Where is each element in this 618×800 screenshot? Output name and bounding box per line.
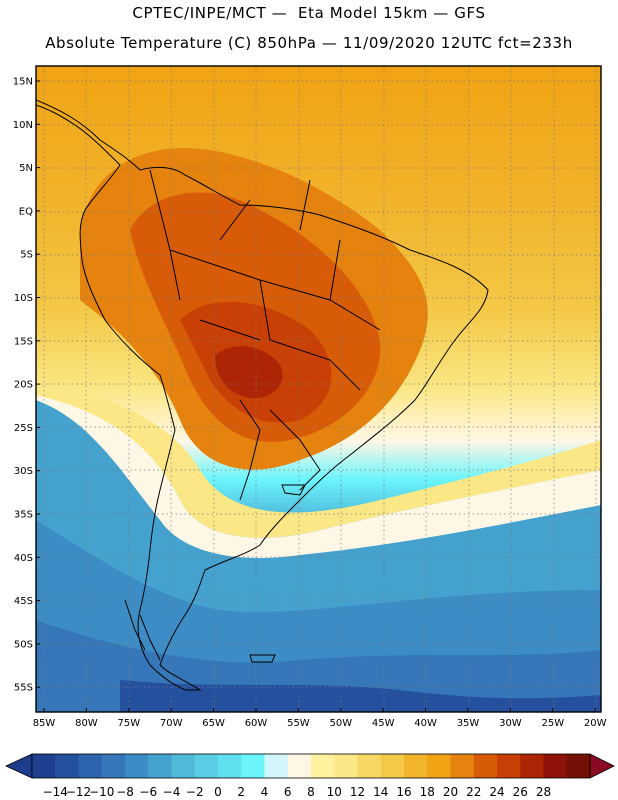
colorbar-swatch [55,754,79,778]
longitude-label: 60W [245,718,268,729]
colorbar-swatch [357,754,382,778]
colorbar-tick-label: 14 [373,785,388,799]
colorbar-tick-label: −6 [139,785,157,799]
colorbar-swatch [450,754,475,778]
latitude-label: 15N [13,77,33,88]
colorbar-swatch [241,754,265,778]
colorbar-swatch [218,754,242,778]
colorbar-swatch [497,754,521,778]
latitude-label: 20S [14,380,33,391]
colorbar-tick-label: 22 [466,785,481,799]
colorbar-tick-label: 24 [489,785,504,799]
colorbar-swatch [311,754,335,778]
colorbar-swatch [101,754,126,778]
colorbar-swatch [194,754,219,778]
map-frame [35,65,602,713]
colorbar-tick-label: 12 [350,785,365,799]
longitude-label: 80W [75,718,98,729]
colorbar-labels: −14−12−10 −8 −6 −4 −2 0 2 4 6 8 10 12 14 16 18 20 22 24 26… [43,785,552,799]
colorbar-swatch [125,754,149,778]
colorbar-swatch [380,754,405,778]
colorbar-swatch [473,754,498,778]
latitude-label: 50S [14,639,33,650]
longitude-label: 55W [287,718,310,729]
longitude-label: 85W [33,718,56,729]
latitude-label: 30S [14,466,33,477]
longitude-label: 35W [457,718,480,729]
longitude-label: 25W [541,718,564,729]
latitude-label: 25S [14,423,33,434]
colorbar-swatch [566,754,591,778]
longitude-label: 30W [499,718,522,729]
longitude-label: 50W [329,718,352,729]
longitude-label: 45W [372,718,395,729]
longitude-labels: 85W 80W 75W 70W 65W 60W 55W 50W 45W 40W 35W 30W 25W 2… [33,708,607,729]
colorbar-swatch [287,754,312,778]
longitude-label: 40W [414,718,437,729]
colorbar-tick-label: 2 [237,785,245,799]
colorbar-swatch [264,754,289,778]
latitude-label: 5N [19,163,33,174]
map-title: CPTEC/INPE/MCT — Eta Model 15km — GFS [132,4,486,22]
map-subtitle: Absolute Temperature (C) 850hPa — 11/09/… [45,34,573,52]
latitude-label: 55S [14,683,33,694]
colorbar-swatch [78,754,103,778]
colorbar-tick-label: 20 [443,785,458,799]
colorbar-tick-label: −2 [186,785,204,799]
colorbar-tick-label: −10 [89,785,114,799]
longitude-label: 70W [160,718,183,729]
colorbar-swatch [520,754,544,778]
colorbar-tick-label: 26 [513,785,528,799]
colorbar-swatch [404,754,428,778]
latitude-label: 5S [20,250,33,261]
latitude-label: 10N [13,120,33,131]
temperature-field [36,66,601,712]
colorbar-tick-label: −12 [66,785,91,799]
latitude-labels: 15N 10N 5N EQ 5S 10S 15S 20S 25S 30S 35S 40S 45S 50S 5… [13,77,40,694]
longitude-label: 75W [117,718,140,729]
colorbar-swatch [543,754,568,778]
colorbar-tick-label: −14 [43,785,68,799]
colorbar-over-arrow [589,753,615,779]
colorbar-tick-label: 10 [327,785,342,799]
colorbar-tick-label: 16 [396,785,411,799]
latitude-label: 35S [14,510,33,521]
colorbar [5,753,615,779]
colorbar-tick-label: 4 [261,785,269,799]
colorbar-swatch [427,754,451,778]
colorbar-tick-label: −4 [163,785,181,799]
longitude-label: 65W [202,718,225,729]
colorbar-tick-label: 8 [307,785,315,799]
latitude-label: 10S [14,293,33,304]
latitude-label: 15S [14,336,33,347]
colorbar-swatch [32,754,56,778]
colorbar-swatch [171,754,196,778]
colorbar-swatch [148,754,172,778]
colorbar-tick-label: −8 [116,785,134,799]
colorbar-tick-label: 6 [284,785,292,799]
colorbar-frame [31,753,591,779]
coastlines [36,99,489,691]
latitude-label: 40S [14,553,33,564]
latitude-label: 45S [14,596,33,607]
colorbar-tick-label: 18 [420,785,435,799]
colorbar-swatch [334,754,358,778]
latitude-label: EQ [19,206,33,217]
colorbar-under-arrow [5,753,33,779]
colorbar-tick-label: 28 [536,785,551,799]
colorbar-tick-label: 0 [214,785,222,799]
longitude-label: 20W [584,718,607,729]
